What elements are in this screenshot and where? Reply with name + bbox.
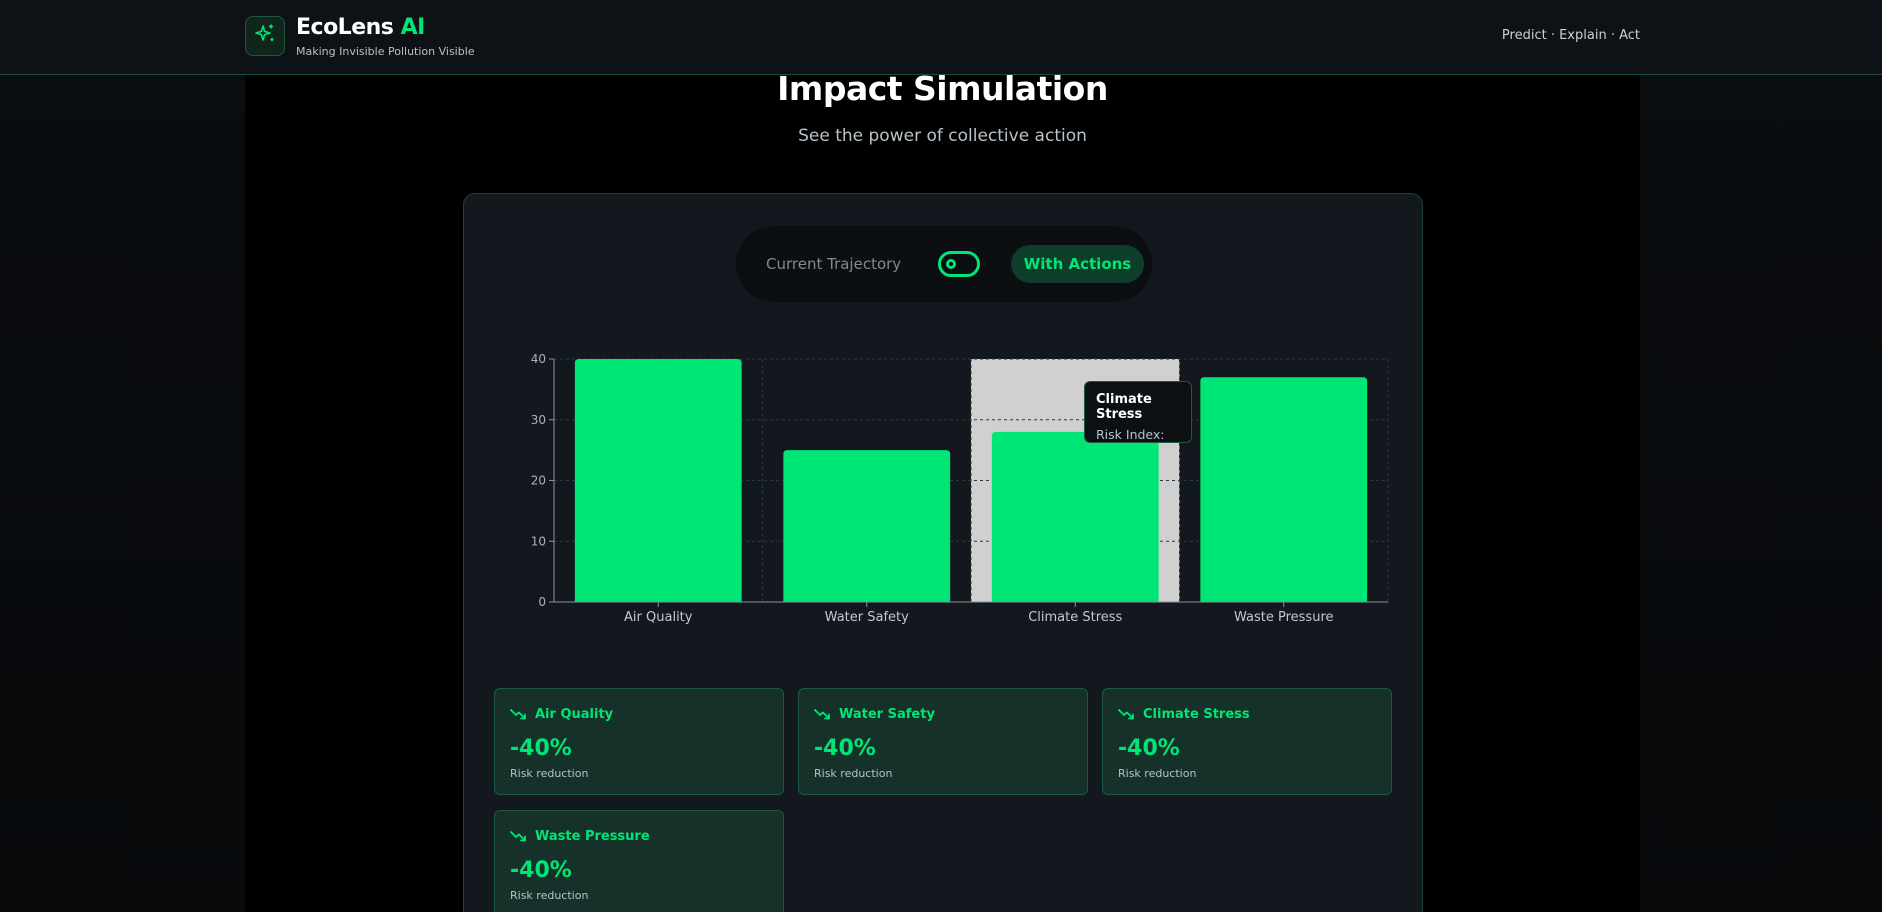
stat-card: Climate Stress -40% Risk reduction xyxy=(1102,688,1392,795)
stat-header: Water Safety xyxy=(814,705,1072,724)
stat-caption: Risk reduction xyxy=(814,767,893,780)
stat-name: Climate Stress xyxy=(1143,707,1250,722)
stat-caption: Risk reduction xyxy=(1118,767,1197,780)
impact-bar-chart: 0 10 20 30 40 Air Quality Water Safety Climate … xyxy=(531,352,1389,625)
bar-water-safety xyxy=(783,450,951,602)
bar-air-quality xyxy=(574,359,742,602)
tooltip-title: Climate Stress xyxy=(1096,392,1152,422)
stat-card: Water Safety -40% Risk reduction xyxy=(798,688,1088,795)
brand-name-text: EcoLens xyxy=(296,15,394,40)
x-tick-label: Waste Pressure xyxy=(1234,610,1334,625)
x-tick-label: Climate Stress xyxy=(1028,610,1122,625)
y-tick-label: 0 xyxy=(538,595,546,609)
y-tick-label: 30 xyxy=(531,413,546,427)
trajectory-toggle: Current Trajectory With Actions xyxy=(736,226,1152,302)
stat-value: -40% xyxy=(510,858,572,883)
trending-down-icon xyxy=(510,827,527,846)
tagline: Making Invisible Pollution Visible xyxy=(296,45,475,58)
app-header: EcoLens AI Making Invisible Pollution Vi… xyxy=(0,0,1882,75)
y-tick-label: 10 xyxy=(531,534,546,548)
tooltip-value: 28 xyxy=(1096,442,1114,457)
sparkles-icon xyxy=(253,22,277,50)
trending-down-icon xyxy=(1118,705,1135,724)
tooltip-label: Risk Index: xyxy=(1096,427,1165,442)
bar-waste-pressure xyxy=(1200,377,1368,602)
logo[interactable] xyxy=(245,16,285,56)
stat-header: Air Quality xyxy=(510,705,768,724)
current-trajectory-label[interactable]: Current Trajectory xyxy=(766,255,902,273)
trajectory-switch[interactable] xyxy=(938,251,980,277)
stat-value: -40% xyxy=(510,736,572,761)
stat-header: Waste Pressure xyxy=(510,827,768,846)
brand-suffix: AI xyxy=(400,15,426,40)
x-tick-label: Air Quality xyxy=(624,610,693,625)
bar-climate-stress xyxy=(991,431,1159,602)
with-actions-button[interactable]: With Actions xyxy=(1011,245,1144,283)
stat-caption: Risk reduction xyxy=(510,767,589,780)
stat-name: Water Safety xyxy=(839,707,935,722)
section-title: Impact Simulation xyxy=(777,69,1108,108)
stat-name: Waste Pressure xyxy=(535,829,650,844)
tooltip-line: Risk Index: 28 xyxy=(1096,427,1180,457)
simulation-card: Current Trajectory With Actions 0 10 20 30 4… xyxy=(463,193,1423,912)
x-tick-label: Water Safety xyxy=(825,610,909,625)
switch-knob xyxy=(946,259,956,269)
y-tick-label: 40 xyxy=(531,352,546,366)
stat-card: Air Quality -40% Risk reduction xyxy=(494,688,784,795)
stat-value: -40% xyxy=(814,736,876,761)
chart-tooltip: Climate Stress Risk Index: 28 xyxy=(1084,381,1192,457)
brand-name[interactable]: EcoLens AI xyxy=(296,15,425,40)
trending-down-icon xyxy=(814,705,831,724)
stat-value: -40% xyxy=(1118,736,1180,761)
stat-card: Waste Pressure -40% Risk reduction xyxy=(494,810,784,912)
stat-caption: Risk reduction xyxy=(510,889,589,902)
y-tick-label: 20 xyxy=(531,474,546,488)
section-subtitle: See the power of collective action xyxy=(798,126,1087,146)
stat-header: Climate Stress xyxy=(1118,705,1376,724)
header-links: Predict · Explain · Act xyxy=(1501,28,1640,43)
trending-down-icon xyxy=(510,705,527,724)
stat-name: Air Quality xyxy=(535,707,614,722)
